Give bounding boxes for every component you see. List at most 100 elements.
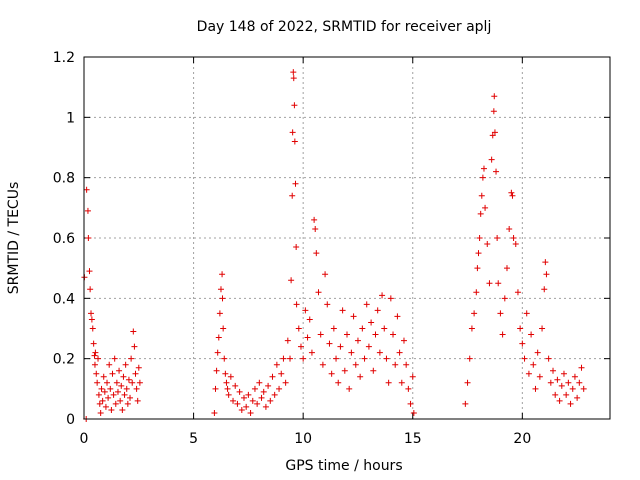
data-point <box>567 400 574 407</box>
data-point <box>227 373 234 380</box>
data-point <box>124 400 131 407</box>
data-point <box>256 379 263 386</box>
data-point <box>110 391 117 398</box>
data-point <box>292 180 299 187</box>
data-point <box>477 210 484 217</box>
data-point <box>488 156 495 163</box>
data-point <box>234 400 241 407</box>
data-point <box>95 355 102 362</box>
data-point <box>232 382 239 389</box>
data-point <box>265 382 272 389</box>
data-point <box>405 385 412 392</box>
data-point <box>365 343 372 350</box>
data-point <box>258 394 265 401</box>
data-point <box>466 355 473 362</box>
data-point <box>350 313 357 320</box>
data-point <box>262 403 269 410</box>
data-point <box>489 132 496 139</box>
data-point <box>223 379 230 386</box>
data-point <box>88 310 95 317</box>
x-tick-label: 10 <box>294 431 312 447</box>
data-point <box>108 406 115 413</box>
data-point <box>302 307 309 314</box>
data-point <box>297 343 304 350</box>
data-point <box>290 75 297 82</box>
data-point <box>372 331 379 338</box>
data-point <box>491 93 498 100</box>
data-point <box>290 69 297 76</box>
data-point <box>541 286 548 293</box>
data-point <box>410 409 417 416</box>
data-point <box>212 385 219 392</box>
data-point <box>287 355 294 362</box>
data-point <box>114 388 121 395</box>
data-point <box>326 340 333 347</box>
data-point <box>105 394 112 401</box>
data-point <box>462 400 469 407</box>
data-point <box>383 355 390 362</box>
data-point <box>293 301 300 308</box>
data-point <box>273 361 280 368</box>
y-tick-label: 0.8 <box>53 171 75 187</box>
data-point <box>547 379 554 386</box>
data-point <box>224 385 231 392</box>
data-point <box>374 307 381 314</box>
data-point <box>102 403 109 410</box>
data-point <box>97 409 104 416</box>
data-point <box>249 397 256 404</box>
data-point <box>127 394 134 401</box>
data-point <box>491 129 498 136</box>
data-point <box>324 301 331 308</box>
data-point <box>322 271 329 278</box>
data-point <box>238 406 245 413</box>
data-point <box>357 373 364 380</box>
data-point <box>113 379 120 386</box>
data-point <box>554 376 561 383</box>
data-point <box>254 400 261 407</box>
data-point <box>552 391 559 398</box>
data-point <box>339 307 346 314</box>
data-point <box>550 367 557 374</box>
data-point <box>107 385 114 392</box>
data-point <box>506 225 513 232</box>
y-tick-label: 1 <box>66 110 75 126</box>
data-point <box>494 235 501 241</box>
data-point <box>497 310 504 317</box>
data-point <box>111 355 118 362</box>
data-point <box>354 337 361 344</box>
data-point <box>530 361 537 368</box>
data-point <box>394 313 401 320</box>
data-point <box>217 286 224 293</box>
data-point <box>398 379 405 386</box>
data-point <box>247 409 254 416</box>
x-tick-label: 15 <box>404 431 422 447</box>
data-point <box>315 289 322 296</box>
data-point <box>576 379 583 386</box>
data-point <box>119 406 126 413</box>
data-point <box>121 391 128 398</box>
data-point <box>539 325 546 332</box>
data-point <box>464 379 471 386</box>
data-point <box>319 361 326 368</box>
data-point <box>304 334 311 341</box>
data-point <box>571 373 578 380</box>
data-point <box>243 403 250 410</box>
data-point <box>101 388 108 395</box>
data-point <box>91 361 98 368</box>
data-point <box>495 280 502 287</box>
y-tick-label: 0.6 <box>53 231 75 247</box>
data-point <box>473 289 480 296</box>
data-point <box>267 397 274 404</box>
data-point <box>120 373 127 380</box>
data-point <box>214 349 221 356</box>
data-point <box>337 343 344 350</box>
data-point <box>493 168 500 175</box>
data-point <box>474 265 481 272</box>
data-point <box>368 319 375 326</box>
data-point <box>99 397 106 404</box>
y-axis-label: SRMTID / TECUs <box>6 182 22 295</box>
data-point <box>534 349 541 356</box>
data-point <box>289 192 296 199</box>
data-point <box>521 355 528 362</box>
